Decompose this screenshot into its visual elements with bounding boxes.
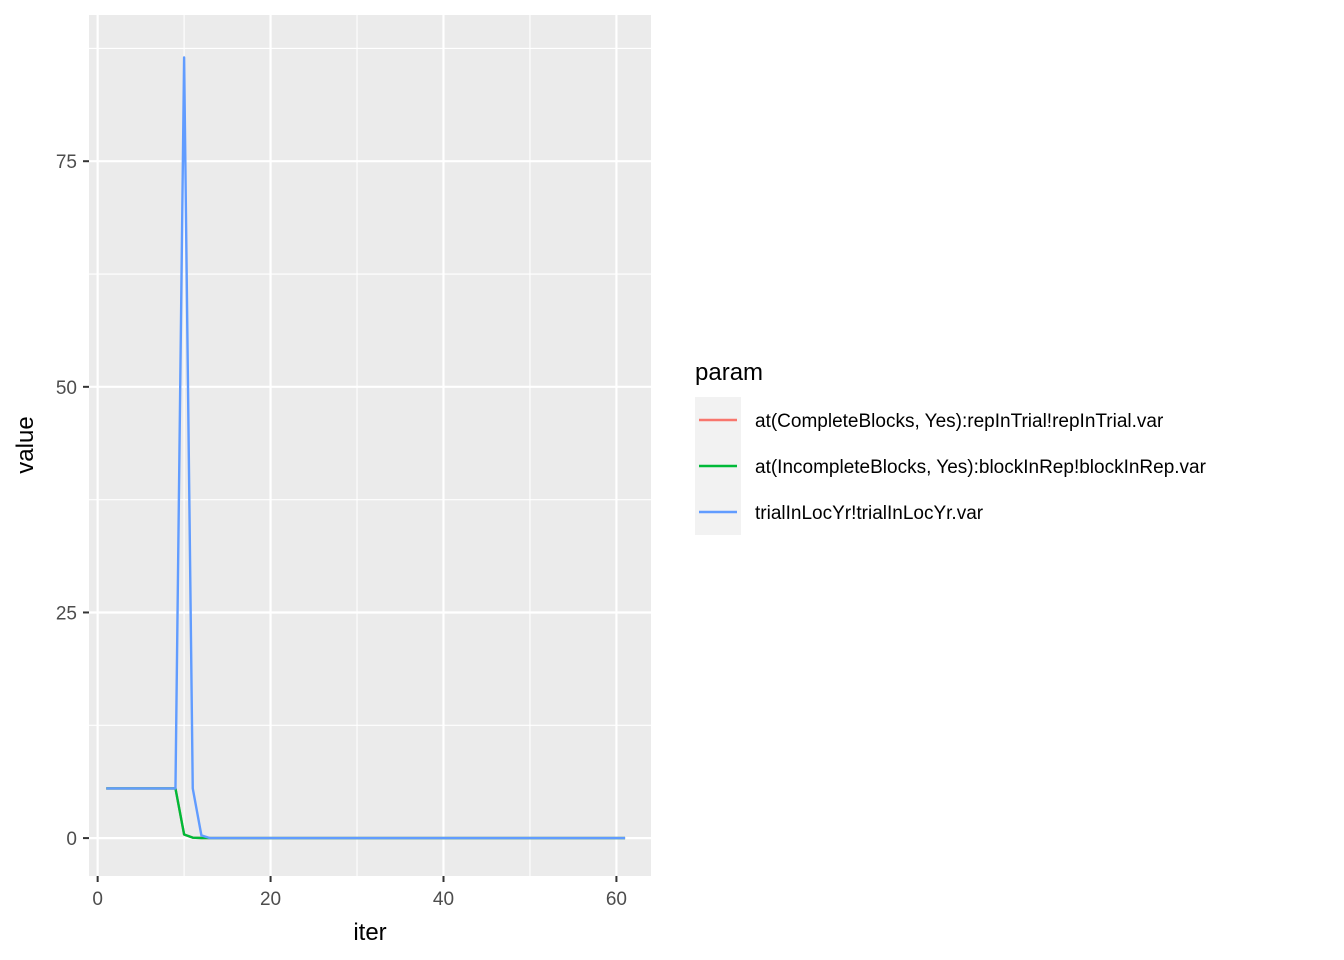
x-tick-label: 60 bbox=[606, 889, 627, 910]
y-axis-title: value bbox=[12, 416, 39, 473]
y-tick-label: 75 bbox=[56, 152, 77, 173]
x-tick-label: 20 bbox=[260, 889, 281, 910]
legend-title: param bbox=[695, 359, 763, 386]
legend-label-1: at(CompleteBlocks, Yes):repInTrial!repIn… bbox=[755, 411, 1164, 432]
y-tick-label: 25 bbox=[56, 603, 77, 624]
legend-label-3: trialInLocYr!trialInLocYr.var bbox=[755, 503, 984, 524]
legend: param at(CompleteBlocks, Yes):repInTrial… bbox=[695, 359, 1207, 535]
legend-label-2: at(IncompleteBlocks, Yes):blockInRep!blo… bbox=[755, 457, 1207, 478]
x-tick-label: 40 bbox=[433, 889, 454, 910]
y-tick-label: 50 bbox=[56, 378, 77, 399]
x-tick-label: 0 bbox=[92, 889, 103, 910]
x-axis-title: iter bbox=[353, 919, 386, 946]
axes: 0 20 40 60 0 25 50 75 bbox=[56, 152, 627, 910]
major-gridlines bbox=[89, 15, 651, 876]
series-line-3 bbox=[106, 56, 626, 840]
series-lines bbox=[106, 56, 626, 840]
y-tick-label: 0 bbox=[66, 829, 77, 850]
plot-panel bbox=[89, 15, 651, 876]
